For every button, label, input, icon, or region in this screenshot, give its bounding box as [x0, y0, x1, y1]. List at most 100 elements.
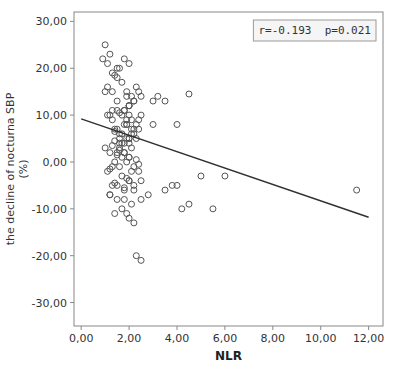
scatter-point	[354, 187, 360, 193]
scatter-point	[126, 103, 132, 109]
scatter-point	[114, 182, 120, 188]
scatter-point	[117, 65, 123, 71]
x-tick-label: 10,00	[305, 332, 337, 345]
y-tick-label: 0,00	[43, 156, 68, 169]
scatter-point	[162, 98, 168, 104]
x-tick-label: 0,00	[69, 332, 94, 345]
scatter-point	[131, 182, 137, 188]
y-tick	[70, 115, 74, 116]
scatter-point	[174, 121, 180, 127]
scatter-point	[121, 107, 127, 113]
scatter-point	[102, 145, 108, 151]
scatter-point	[126, 154, 132, 160]
scatter-point	[131, 98, 137, 104]
plot-area	[81, 42, 368, 264]
y-tick-label: -10,00	[32, 203, 67, 216]
x-tick-label: 4,00	[165, 332, 190, 345]
x-tick	[368, 326, 369, 330]
scatter-point	[107, 51, 113, 57]
scatter-point	[109, 117, 115, 123]
annotation: r=-0.193 p=0.021	[258, 24, 371, 37]
y-tick	[70, 68, 74, 69]
scatter-point	[126, 61, 132, 67]
scatter-point	[138, 196, 144, 202]
scatter-point	[150, 98, 156, 104]
scatter-point	[145, 192, 151, 198]
scatter-point	[136, 168, 142, 174]
scatter-point	[222, 173, 228, 179]
scatter-point	[121, 56, 127, 62]
scatter-point	[210, 206, 216, 212]
scatter-point	[126, 178, 132, 184]
annotation-background	[253, 20, 376, 41]
y-tick	[70, 208, 74, 209]
scatter-point	[107, 192, 113, 198]
annotation-box: r=-0.193 p=0.021	[253, 20, 376, 41]
scatter-point	[121, 187, 127, 193]
scatter-point	[138, 93, 144, 99]
scatter-point	[114, 107, 120, 113]
scatter-point	[105, 112, 111, 118]
x-tick-label: 8,00	[261, 332, 286, 345]
scatter-point	[114, 196, 120, 202]
scatter-point	[109, 164, 115, 170]
scatter-point	[124, 136, 130, 142]
y-tick-label: 20,00	[36, 62, 68, 75]
scatter-point	[124, 121, 130, 127]
scatter-point	[126, 103, 132, 109]
scatter-point	[114, 152, 120, 158]
scatter-point	[124, 121, 130, 127]
scatter-point	[105, 84, 111, 90]
scatter-point	[124, 93, 130, 99]
scatter-point	[128, 201, 134, 207]
scatter-point	[136, 161, 142, 167]
scatter-point	[119, 140, 125, 146]
y-tick	[70, 161, 74, 162]
scatter-point	[119, 206, 125, 212]
scatter-point	[136, 126, 142, 132]
scatter-point	[121, 107, 127, 113]
scatter-point	[128, 117, 134, 123]
x-tick	[320, 326, 321, 330]
x-axis-label: NLR	[215, 349, 242, 363]
y-tick-label: -30,00	[32, 297, 67, 310]
x-tick	[129, 326, 130, 330]
scatter-point	[179, 206, 185, 212]
scatter-point	[121, 196, 127, 202]
x-tick-label: 6,00	[213, 332, 238, 345]
scatter-point	[138, 178, 144, 184]
scatter-point	[112, 211, 118, 217]
scatter-point	[114, 75, 120, 81]
scatter-point	[107, 150, 113, 156]
y-tick	[70, 21, 74, 22]
scatter-point	[128, 168, 134, 174]
scatter-point	[131, 98, 137, 104]
scatter-point	[138, 112, 144, 118]
scatter-point	[162, 187, 168, 193]
scatter-point	[155, 93, 161, 99]
regression-line	[81, 119, 368, 217]
x-tick	[224, 326, 225, 330]
scatter-point	[107, 192, 113, 198]
scatter-point	[186, 91, 192, 97]
y-tick	[70, 255, 74, 256]
scatter-point	[133, 253, 139, 259]
y-tick-label: 10,00	[36, 109, 68, 122]
scatter-point	[186, 201, 192, 207]
scatter-point	[121, 150, 127, 156]
scatter-point	[138, 257, 144, 263]
x-tick	[177, 326, 178, 330]
scatter-point	[150, 121, 156, 127]
x-tick	[81, 326, 82, 330]
scatter-point	[198, 173, 204, 179]
scatter-point	[109, 89, 115, 95]
y-tick-label: -20,00	[32, 250, 67, 263]
scatter-point	[174, 182, 180, 188]
scatter-point	[114, 98, 120, 104]
scatter-point	[105, 61, 111, 67]
y-axis-label: the decline of nocturna SBP(%)	[4, 92, 30, 245]
scatter-point	[126, 154, 132, 160]
x-tick	[272, 326, 273, 330]
scatter-point	[100, 56, 106, 62]
scatter-point	[126, 103, 132, 109]
